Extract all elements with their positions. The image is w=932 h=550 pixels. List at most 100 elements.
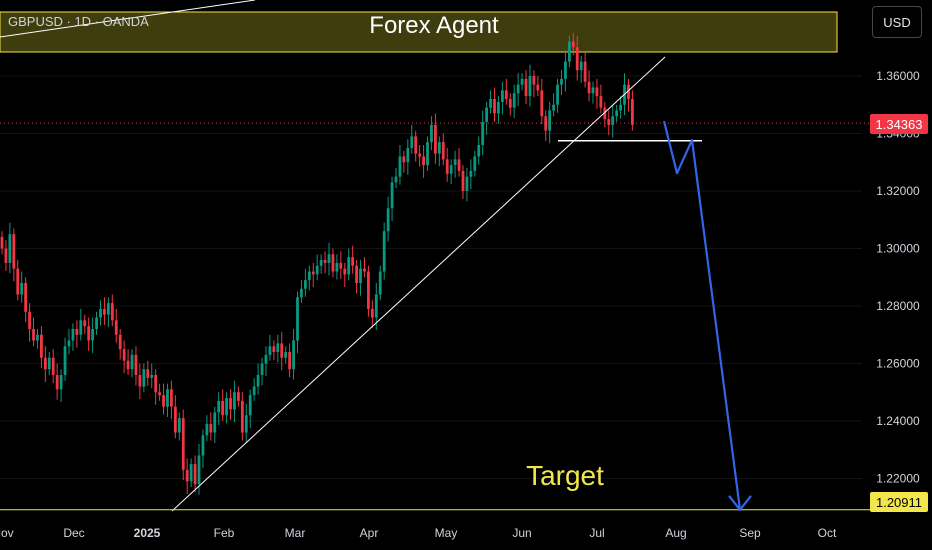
candle-body bbox=[170, 389, 173, 407]
candle-body bbox=[185, 469, 189, 482]
candle-body bbox=[264, 354, 268, 364]
candle-body bbox=[564, 61, 567, 79]
x-tick-label: Jul bbox=[589, 526, 604, 540]
candle-body bbox=[229, 398, 232, 410]
candle-body bbox=[40, 334, 43, 358]
candle-body bbox=[560, 78, 563, 85]
candle-body bbox=[386, 208, 390, 232]
candle-body bbox=[16, 268, 20, 295]
candle-body bbox=[280, 343, 284, 358]
candle-body bbox=[406, 147, 410, 163]
candle-body bbox=[571, 41, 575, 48]
candle-body bbox=[47, 357, 51, 370]
candle-body bbox=[95, 317, 98, 329]
symbol-legend[interactable]: GBPUSD · 1D · OANDA bbox=[8, 14, 149, 29]
candle-body bbox=[103, 308, 106, 315]
candle-body bbox=[150, 375, 154, 378]
candle-body bbox=[315, 265, 319, 275]
x-tick-label: Jun bbox=[512, 526, 531, 540]
top-left-trendline bbox=[0, 0, 256, 38]
candle-body bbox=[410, 136, 414, 148]
x-tick-label: Sep bbox=[739, 526, 761, 540]
candle-body bbox=[489, 99, 492, 108]
candle-body bbox=[532, 76, 536, 85]
candle-body bbox=[359, 268, 362, 283]
candle-body bbox=[552, 104, 555, 111]
candle-body bbox=[493, 99, 496, 114]
candle-body bbox=[272, 346, 276, 352]
candle-body bbox=[457, 159, 461, 171]
candle-body bbox=[83, 320, 87, 327]
candle-body bbox=[414, 136, 418, 154]
current-price-tag: 1.34363 bbox=[870, 114, 928, 134]
candle-body bbox=[343, 268, 347, 275]
candle-body bbox=[158, 392, 161, 396]
candle-body bbox=[631, 99, 634, 125]
candle-body bbox=[205, 423, 209, 436]
candle-body bbox=[276, 343, 280, 352]
candle-body bbox=[162, 395, 165, 407]
candle-body bbox=[394, 176, 398, 183]
candle-body bbox=[118, 334, 122, 350]
x-tick-label: Dec bbox=[63, 526, 84, 540]
candle-body bbox=[583, 61, 587, 82]
candle-body bbox=[99, 308, 102, 318]
candle-body bbox=[382, 231, 386, 272]
candle-body bbox=[603, 107, 607, 120]
candle-body bbox=[544, 116, 548, 131]
candle-body bbox=[142, 369, 146, 387]
x-tick-label: 2025 bbox=[134, 526, 161, 540]
candle-body bbox=[221, 400, 225, 416]
candle-body bbox=[114, 320, 118, 335]
y-axis: 1.360001.340001.320001.300001.280001.260… bbox=[876, 69, 920, 486]
candle-body bbox=[311, 271, 315, 275]
candle-body bbox=[418, 153, 422, 157]
candle-body bbox=[12, 234, 16, 269]
candle-body bbox=[599, 96, 603, 108]
candle-body bbox=[146, 369, 150, 378]
candle-body bbox=[536, 84, 540, 91]
candle-body bbox=[355, 265, 358, 283]
target-label: Target bbox=[526, 460, 604, 491]
candle-body bbox=[351, 257, 355, 266]
candle-body bbox=[528, 76, 532, 97]
x-tick-label: Aug bbox=[665, 526, 686, 540]
candle-body bbox=[51, 357, 55, 375]
currency-button[interactable]: USD bbox=[872, 6, 922, 38]
candle-body bbox=[335, 262, 339, 272]
candle-body bbox=[430, 124, 433, 143]
candle-body bbox=[43, 357, 47, 370]
candle-body bbox=[504, 90, 508, 99]
candle-body bbox=[465, 176, 469, 191]
candle-body bbox=[75, 329, 79, 335]
candle-body bbox=[307, 271, 311, 281]
candle-body bbox=[512, 93, 516, 108]
projected-path bbox=[662, 120, 742, 510]
x-tick-label: Oct bbox=[818, 526, 837, 540]
candle-body bbox=[303, 280, 307, 289]
x-tick-label: Nov bbox=[0, 526, 14, 540]
candle-body bbox=[319, 260, 323, 266]
candle-body bbox=[500, 90, 504, 102]
candle-body bbox=[4, 248, 8, 263]
candle-body bbox=[619, 104, 622, 111]
candle-body bbox=[209, 423, 213, 433]
candle-body bbox=[122, 349, 126, 361]
y-tick-label: 1.30000 bbox=[876, 242, 920, 256]
x-tick-label: Apr bbox=[360, 526, 379, 540]
candle-body bbox=[91, 329, 95, 341]
candle-body bbox=[461, 170, 465, 191]
candle-body bbox=[453, 159, 457, 166]
candle-body bbox=[154, 375, 158, 393]
candle-body bbox=[607, 119, 611, 125]
candle-body bbox=[248, 395, 252, 416]
y-tick-label: 1.28000 bbox=[876, 299, 920, 313]
candle-body bbox=[378, 271, 382, 295]
candle-body bbox=[627, 84, 630, 99]
candle-body bbox=[575, 47, 579, 71]
candle-body bbox=[166, 389, 169, 407]
candle-body bbox=[323, 260, 327, 263]
chart-overlays bbox=[0, 56, 870, 512]
x-tick-label: Feb bbox=[214, 526, 235, 540]
